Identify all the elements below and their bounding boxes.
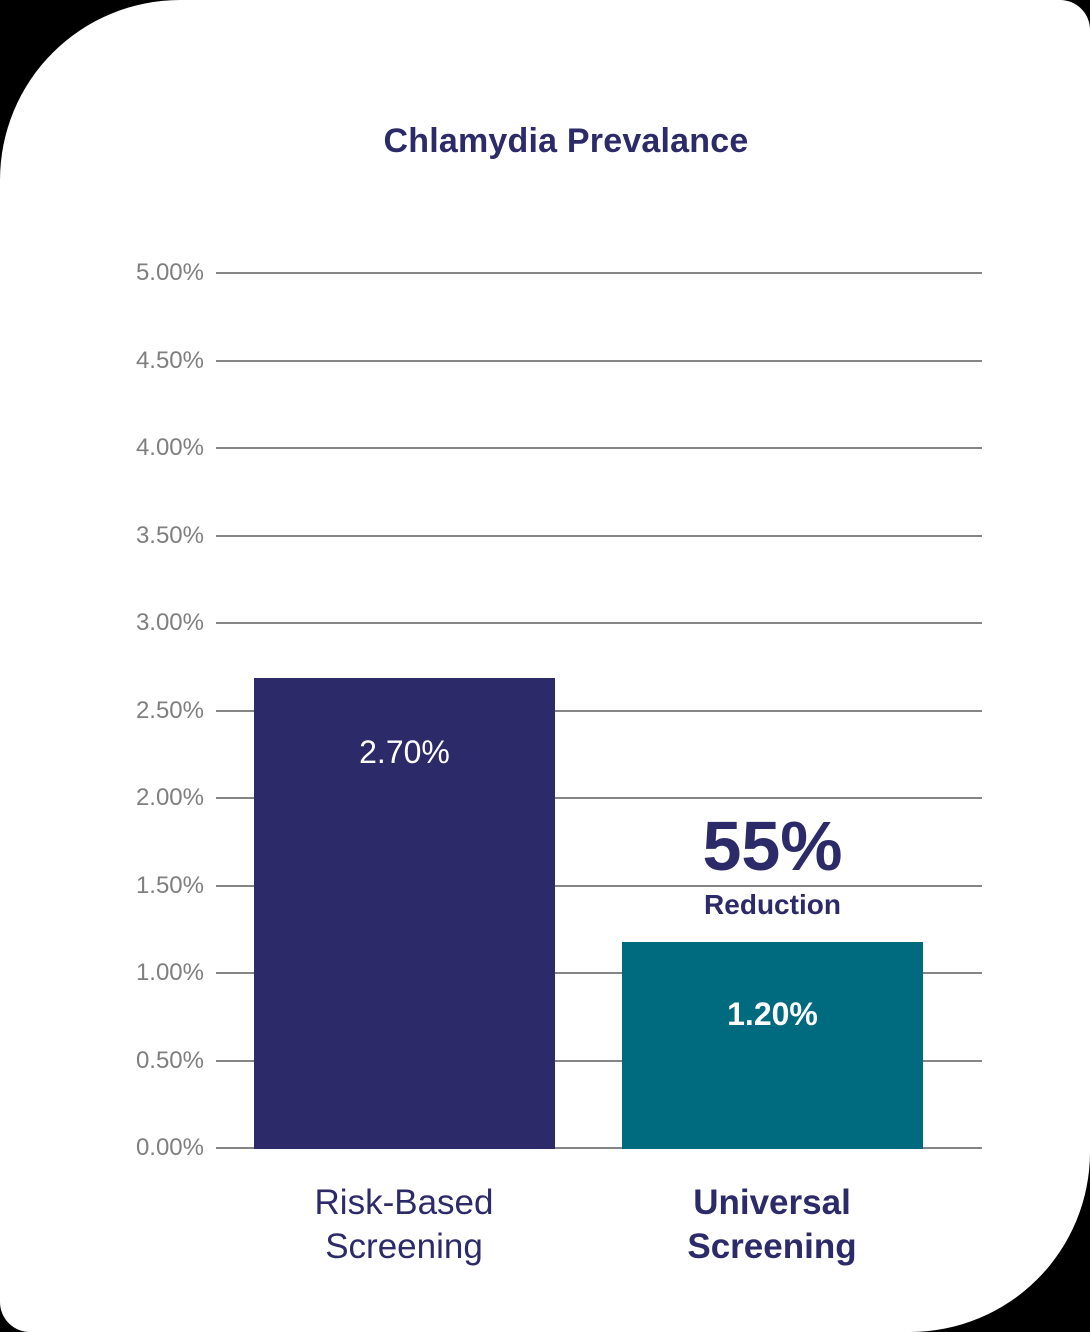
ytick-label: 2.50%	[135, 697, 204, 724]
xaxis-label-line: Screening	[687, 1227, 857, 1266]
xaxis-label-risk-based: Risk-Based Screening	[224, 1181, 584, 1269]
xaxis-label-line: Screening	[325, 1227, 483, 1266]
ytick-label: 3.50%	[135, 522, 204, 549]
bar-value-label: 2.70%	[359, 734, 450, 770]
gridline-5-00	[216, 272, 982, 274]
ytick-label: 0.00%	[135, 1134, 204, 1161]
gridline-0-50	[216, 1060, 982, 1062]
ytick-label: 5.00%	[135, 259, 204, 286]
bar-universal-screening: 1.20%	[622, 942, 923, 1149]
ytick-label: 4.00%	[135, 434, 204, 461]
ytick-label: 4.50%	[135, 347, 204, 374]
gridline-4-50	[216, 360, 982, 362]
gridline-1-00	[216, 972, 982, 974]
reduction-label-annotation: Reduction	[704, 889, 841, 920]
xaxis-label-line: Universal	[693, 1183, 851, 1222]
ytick-label: 3.00%	[135, 609, 204, 636]
ytick-label: 2.00%	[135, 784, 204, 811]
ytick-label: 0.50%	[135, 1047, 204, 1074]
gridline-1-50	[216, 885, 982, 887]
xaxis-label-universal: Universal Screening	[592, 1181, 952, 1269]
bar-risk-based-screening: 2.70%	[254, 678, 555, 1149]
gridline-0-00	[216, 1147, 982, 1149]
gridline-3-50	[216, 535, 982, 537]
chart-title: Chlamydia Prevalance	[383, 122, 749, 160]
xaxis-label-line: Risk-Based	[314, 1183, 494, 1222]
reduction-percent-annotation: 55%	[702, 807, 843, 885]
gridline-3-00	[216, 622, 982, 624]
gridline-4-00	[216, 447, 982, 449]
gridline-2-00	[216, 797, 982, 799]
bar-value-label: 1.20%	[727, 996, 818, 1032]
gridline-2-50	[216, 710, 982, 712]
ytick-label: 1.50%	[135, 872, 204, 899]
ytick-label: 1.00%	[135, 959, 204, 986]
